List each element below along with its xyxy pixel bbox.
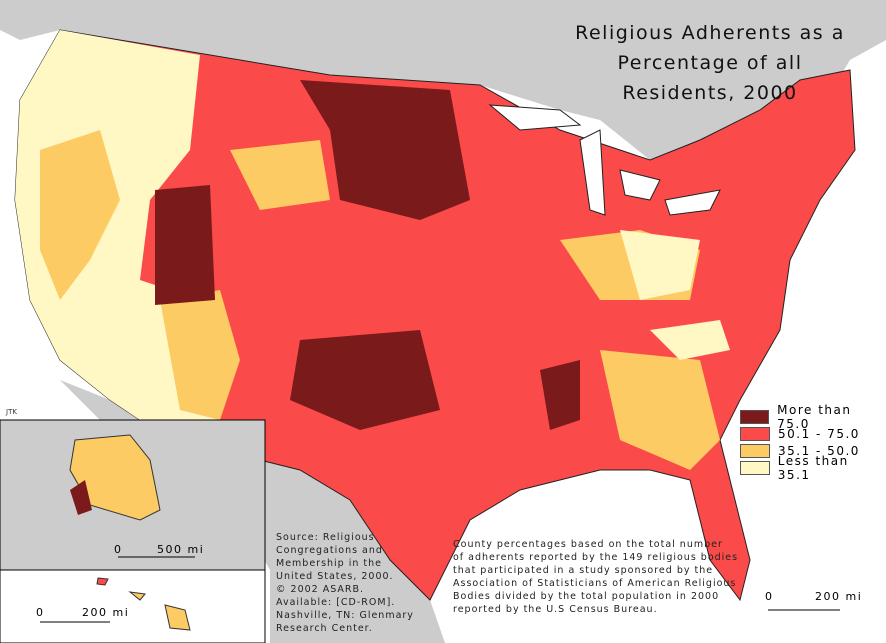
great-lakes [488, 104, 721, 216]
legend: More than 75.0 50.1 - 75.0 35.1 - 50.0 L… [740, 403, 886, 482]
legend-label: Less than 35.1 [777, 454, 849, 482]
map-title: Religious Adherents as a Percentage of a… [560, 18, 860, 108]
scale-main-value: 200 mi [815, 590, 863, 603]
legend-item: 35.1 - 50.0 [740, 443, 886, 459]
legend-swatch [740, 410, 770, 424]
legend-label: 35.1 - 50.0 [778, 444, 860, 458]
legend-swatch [740, 427, 770, 441]
note-line: of adherents reported by the 149 religio… [453, 552, 739, 563]
legend-item: 50.1 - 75.0 [740, 426, 886, 442]
scale-hawaii-value: 200 mi [82, 606, 130, 619]
note-line: that participated in a study sponsored b… [453, 565, 714, 576]
scale-hawaii-zero: 0 [36, 606, 45, 619]
note-line: reported by the U.S Census Bureau. [453, 604, 658, 615]
canada-land [0, 0, 886, 160]
source-line: © 2002 ASARB. [276, 584, 365, 595]
note-line: County percentages based on the total nu… [453, 539, 723, 550]
scale-alaska-zero: 0 [114, 543, 123, 556]
source-line: Available: [CD-ROM]. [276, 597, 396, 608]
legend-label: 50.1 - 75.0 [778, 427, 860, 441]
legend-swatch [740, 444, 770, 458]
title-line-1: Religious Adherents as a [575, 22, 845, 44]
source-line: Membership in the [276, 558, 383, 569]
legend-swatch [740, 461, 770, 475]
source-line: Source: Religious [276, 532, 375, 543]
note-line: Bodies divided by the total population i… [453, 591, 720, 602]
hawaii-inset [0, 569, 266, 643]
author-credit: JTK [6, 408, 17, 416]
legend-item: More than 75.0 [740, 403, 886, 431]
methodology-note: County percentages based on the total nu… [453, 538, 738, 616]
legend-label: More than 75.0 [777, 403, 852, 431]
title-line-2: Percentage of all Residents, 2000 [617, 52, 803, 104]
legend-item: Less than 35.1 [740, 454, 886, 482]
note-line: Association of Statisticians of American… [453, 578, 737, 589]
source-line: Nashville, TN: Glenmary [276, 610, 414, 621]
source-line: Congregations and [276, 545, 383, 556]
scale-main-zero: 0 [765, 590, 774, 603]
source-text: Source: Religious Congregations and Memb… [276, 531, 414, 635]
source-line: Research Center. [276, 623, 373, 634]
scale-alaska-value: 500 mi [157, 543, 205, 556]
source-line: United States, 2000. [276, 571, 394, 582]
